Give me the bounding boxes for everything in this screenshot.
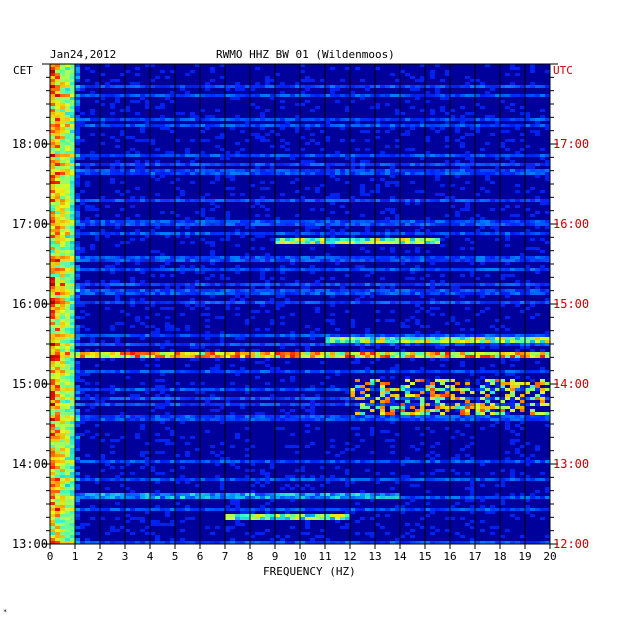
x-tick-label-19: 19 [518,550,531,563]
x-tick-label-0: 0 [47,550,54,563]
right-hour-label-16:00: 16:00 [553,217,589,231]
right-hour-label-13:00: 13:00 [553,457,589,471]
right-hour-label-12:00: 12:00 [553,537,589,551]
left-hour-label-14:00: 14:00 [12,457,48,471]
x-tick-label-18: 18 [493,550,506,563]
left-axis-timezone: CET [13,64,33,77]
x-tick-label-5: 5 [172,550,179,563]
chart-station-title: RWMO HHZ BW 01 (Wildenmoos) [216,48,395,61]
x-tick-label-9: 9 [272,550,279,563]
right-hour-label-14:00: 14:00 [553,377,589,391]
right-axis-timezone: UTC [553,64,573,77]
x-tick-label-2: 2 [97,550,104,563]
x-axis-label: FREQUENCY (HZ) [263,565,356,578]
left-hour-label-16:00: 16:00 [12,297,48,311]
x-tick-label-14: 14 [393,550,407,563]
x-tick-label-17: 17 [468,550,481,563]
x-tick-label-8: 8 [247,550,254,563]
x-tick-label-16: 16 [443,550,456,563]
x-tick-label-3: 3 [122,550,129,563]
x-tick-label-7: 7 [222,550,229,563]
left-hour-label-18:00: 18:00 [12,137,48,151]
x-tick-label-20: 20 [543,550,556,563]
x-tick-label-4: 4 [147,550,154,563]
left-hour-label-17:00: 17:00 [12,217,48,231]
left-hour-label-15:00: 15:00 [12,377,48,391]
x-tick-label-13: 13 [368,550,381,563]
chart-date-title: Jan24,2012 [50,48,117,61]
right-hour-label-17:00: 17:00 [553,137,589,151]
x-tick-label-10: 10 [293,550,306,563]
spectrogram-cells [50,64,550,544]
right-hour-label-15:00: 15:00 [553,297,589,311]
x-tick-label-11: 11 [318,550,331,563]
x-tick-label-6: 6 [197,550,204,563]
x-tick-label-1: 1 [72,550,79,563]
x-tick-label-15: 15 [418,550,431,563]
left-hour-label-13:00: 13:00 [12,537,48,551]
corner-mark: * [3,608,8,616]
x-tick-label-12: 12 [343,550,356,563]
